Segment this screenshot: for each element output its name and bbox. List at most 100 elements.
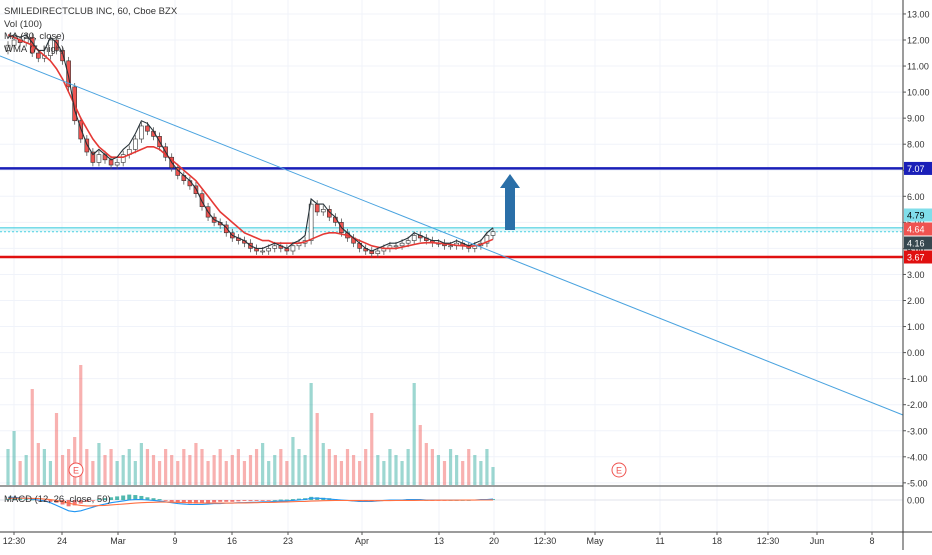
time-tick-label: 20	[489, 536, 499, 546]
macd-hist-bar	[145, 497, 150, 500]
candle-body	[484, 235, 490, 244]
macd-hist-bar	[242, 500, 247, 501]
time-tick-label: 9	[172, 536, 177, 546]
macd-hist-bar	[48, 500, 53, 502]
price-tick-label: -3.00	[907, 426, 928, 436]
volume-bar	[48, 461, 53, 485]
macd-hist-bar	[78, 500, 83, 504]
volume-bar	[30, 389, 34, 485]
macd-hist-bar	[96, 499, 101, 500]
legend-ma[interactable]: MA (30, close)	[4, 31, 65, 42]
macd-hist-bar	[151, 498, 156, 500]
volume-bar	[364, 449, 368, 485]
time-tick-label: 18	[712, 536, 722, 546]
candle-body	[108, 159, 114, 166]
candle-body	[266, 248, 271, 252]
candle-body	[133, 138, 138, 150]
macd-hist-bar	[109, 497, 114, 500]
legend-wma[interactable]: WMA (7, high)	[4, 43, 65, 55]
price-tick-label: 6.00	[907, 192, 925, 202]
volume-bars	[6, 365, 495, 485]
candle-body	[490, 231, 496, 236]
volume-bar	[242, 461, 247, 485]
price-label-wma: 4.16	[907, 239, 925, 249]
candle-body	[314, 203, 320, 213]
macd-hist-bar	[290, 499, 295, 500]
price-tick-label: 3.00	[907, 270, 925, 280]
price-label-support: 3.67	[907, 252, 925, 262]
volume-bar	[230, 455, 234, 485]
candle-body	[399, 242, 405, 247]
candle-body	[411, 235, 417, 241]
chart-legend[interactable]: SMILEDIRECTCLUB INC, 60, Cboe BZX Vol (1…	[4, 6, 177, 56]
macd-hist-bar	[169, 500, 174, 502]
volume-bar	[321, 443, 325, 485]
volume-bar	[73, 437, 77, 485]
up-arrow-drawing[interactable]	[500, 174, 520, 230]
candle-body	[393, 245, 399, 248]
macd-hist-bar	[187, 500, 192, 504]
band-zone	[0, 227, 903, 232]
trendline-line	[0, 55, 904, 416]
macd-hist-bar	[224, 500, 229, 502]
volume-bar	[200, 449, 204, 485]
price-tick-label: 10.00	[907, 88, 930, 98]
price-tick-label: 2.00	[907, 296, 925, 306]
volume-bar	[291, 437, 295, 485]
time-tick-label: 12:30	[3, 536, 26, 546]
macd-tick-label: 0.00	[907, 496, 925, 506]
macd-hist-bar	[103, 498, 107, 500]
macd-hist-bar	[127, 494, 132, 500]
volume-bar	[333, 455, 337, 485]
volume-bar	[54, 413, 59, 485]
volume-bar	[109, 449, 113, 485]
wma7-line	[7, 34, 494, 252]
macd-hist-bar	[212, 500, 217, 503]
macd-hist-bar	[12, 498, 17, 500]
volume-bar	[12, 431, 16, 485]
volume-bar	[218, 449, 222, 485]
volume-bar	[145, 449, 150, 485]
candle-body	[11, 39, 17, 46]
macd-hist-bar	[193, 500, 198, 504]
volume-bar	[461, 461, 465, 485]
macd-hist-bar	[121, 495, 126, 500]
volume-bar	[303, 455, 307, 485]
time-tick-label: Apr	[355, 536, 369, 546]
price-label-last-bg	[904, 222, 932, 236]
volume-bar	[327, 449, 331, 485]
volume-bar	[436, 455, 441, 485]
candlesticks	[5, 33, 496, 258]
macd-legend[interactable]: MACD (12, 26, close, 50)	[4, 494, 111, 505]
time-tick-label: 16	[227, 536, 237, 546]
volume-bar	[479, 461, 483, 485]
candle-body	[260, 250, 265, 253]
volume-bar	[388, 449, 392, 485]
volume-bar	[206, 461, 210, 485]
candle-body	[60, 50, 65, 62]
volume-bar	[448, 449, 453, 485]
legend-vol[interactable]: Vol (100)	[4, 18, 43, 30]
earnings-marker-label: E	[616, 466, 622, 476]
volume-bar	[42, 449, 46, 485]
volume-bar	[182, 449, 186, 485]
trendline[interactable]	[0, 55, 904, 416]
macd-hist-bar	[157, 499, 162, 500]
macd-hist-bar	[260, 500, 265, 501]
volume-bar	[60, 455, 65, 485]
macd-hist-bar	[175, 500, 180, 503]
volume-bar	[139, 443, 143, 485]
legend-title[interactable]: SMILEDIRECTCLUB INC, 60, Cboe BZX	[4, 6, 178, 17]
candle-body	[272, 245, 278, 249]
volume-bar	[212, 455, 216, 485]
volume-bar	[412, 383, 416, 485]
horizontal-levels[interactable]	[0, 167, 903, 259]
earnings-marker	[68, 462, 84, 478]
candle-body	[120, 154, 126, 163]
candle-body	[139, 125, 144, 140]
macd-hist-bar	[230, 500, 235, 502]
volume-bar	[36, 443, 40, 485]
volume-bar	[85, 449, 89, 485]
